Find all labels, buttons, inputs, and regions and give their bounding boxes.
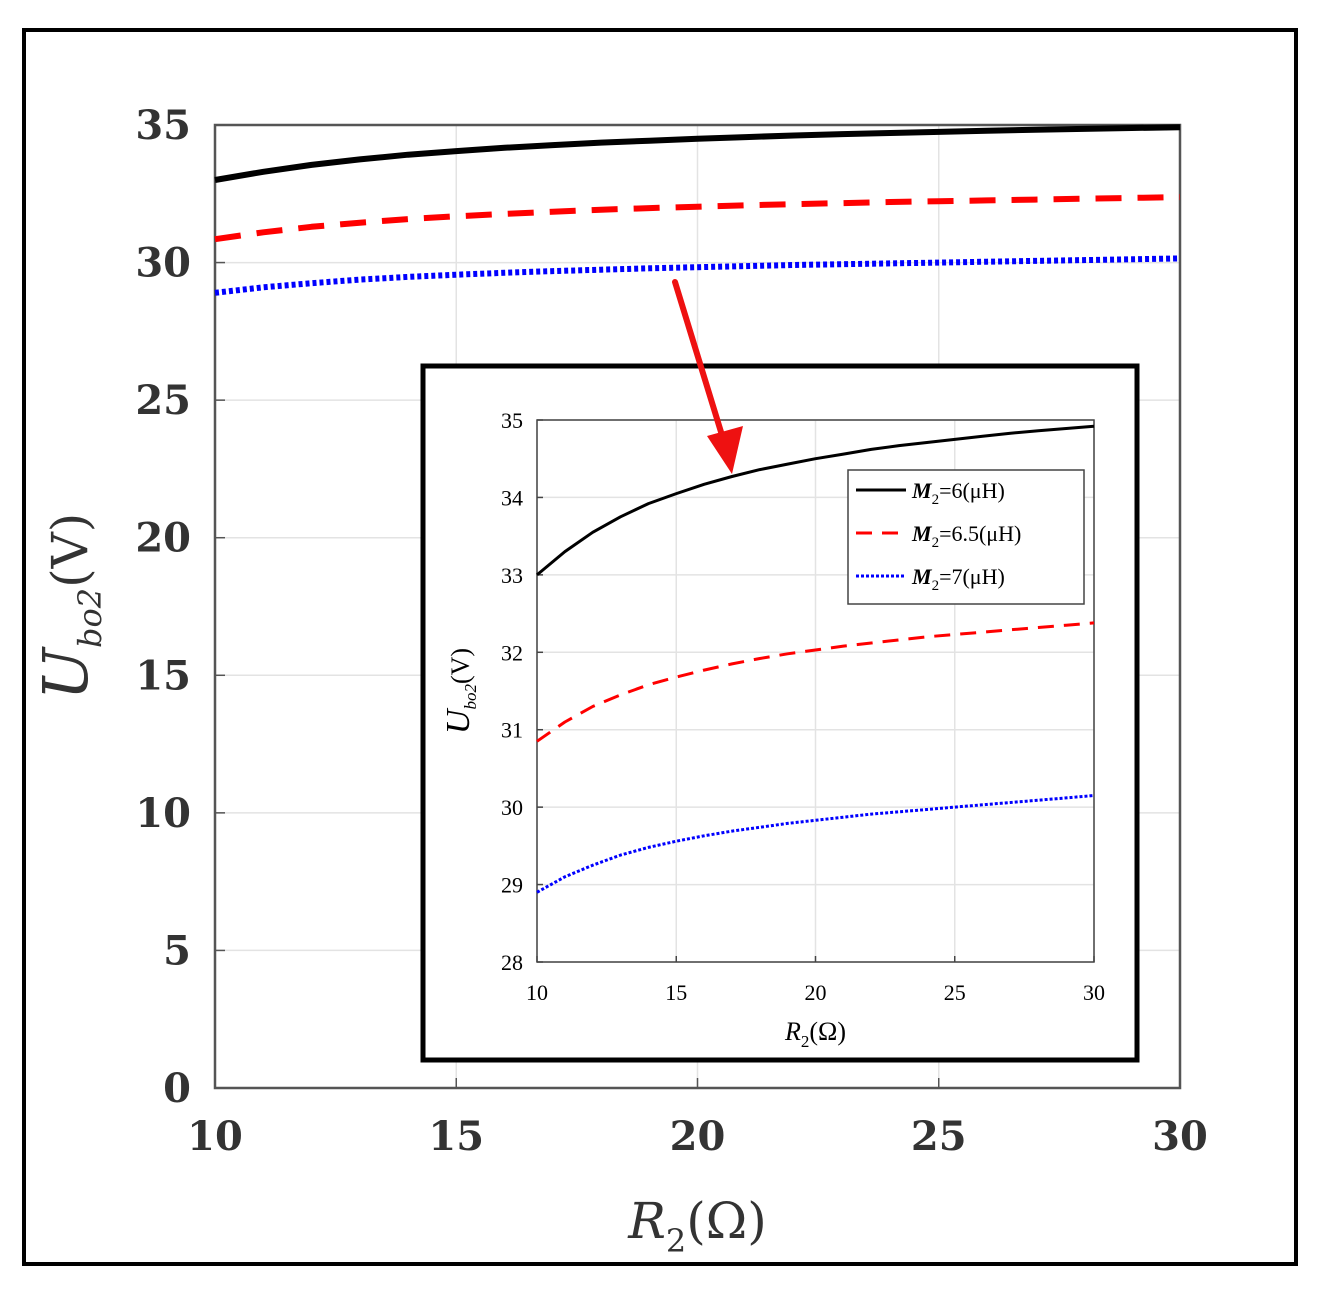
arrow-shaft <box>672 279 728 448</box>
legend-box <box>847 469 1085 605</box>
main-x-tick-label: 15 <box>428 1113 484 1160</box>
inset-y-tick-label: 29 <box>501 873 523 898</box>
main-y-tick-label: 0 <box>163 1065 191 1112</box>
inset-y-axis-label: Ubo2(V) <box>440 648 480 734</box>
inset-y-tick-label: 30 <box>501 795 523 820</box>
main-x-axis-label: R2(Ω) <box>627 1192 766 1260</box>
main-y-tick-label: 15 <box>135 652 191 699</box>
inset-chart: 10 15 20 25 30 28 29 30 31 32 33 34 35 R2(Ω) Ubo2(V) M2… <box>420 363 1140 1063</box>
inset-x-tick-label: 25 <box>944 980 966 1005</box>
main-series-line-2 <box>214 194 1181 243</box>
inset-x-tick-label: 15 <box>665 980 687 1005</box>
inset-x-axis-label: R2(Ω) <box>784 1017 846 1051</box>
main-y-axis-label: Ubo2(V) <box>29 513 109 701</box>
legend-label-3: M2=7(μH) <box>911 564 1005 594</box>
main-series-line-3 <box>214 255 1181 296</box>
main-x-tick-label: 25 <box>911 1113 967 1160</box>
inset-x-tick-label: 10 <box>526 980 548 1005</box>
inset-y-tick-label: 33 <box>501 563 523 588</box>
inset-y-tick-label: 32 <box>501 640 523 665</box>
inset-series-line-1 <box>536 424 1095 577</box>
legend-label-1: M2=6(μH) <box>911 478 1005 508</box>
main-y-tick-label: 5 <box>163 927 191 974</box>
inset-y-tick-label: 35 <box>501 408 523 433</box>
inset-series-line-2 <box>536 621 1095 743</box>
legend-label-2: M2=6.5(μH) <box>911 521 1021 551</box>
main-y-tick-label: 35 <box>135 102 191 149</box>
figure-frame <box>22 28 1298 1266</box>
arrow-head <box>707 426 743 474</box>
zoom-arrow <box>672 279 743 474</box>
main-x-tick-label: 30 <box>1152 1113 1208 1160</box>
main-y-tick-label: 20 <box>135 515 191 562</box>
main-x-tick-label: 20 <box>670 1113 726 1160</box>
main-series-line-1 <box>214 124 1181 183</box>
main-y-tick-label: 25 <box>135 377 191 424</box>
main-x-tick-label: 10 <box>187 1113 243 1160</box>
inset-x-tick-label: 30 <box>1083 980 1105 1005</box>
main-y-tick-label: 30 <box>135 240 191 287</box>
inset-y-tick-label: 34 <box>501 485 523 510</box>
main-y-tick-label: 10 <box>135 790 191 837</box>
inset-legend: M2=6(μH) M2=6.5(μH) M2=7(μH) <box>847 469 1085 605</box>
inset-x-tick-label: 20 <box>805 980 827 1005</box>
inset-series-line-3 <box>536 794 1095 894</box>
inset-y-tick-label: 31 <box>501 718 523 743</box>
inset-y-tick-label: 28 <box>501 950 523 975</box>
